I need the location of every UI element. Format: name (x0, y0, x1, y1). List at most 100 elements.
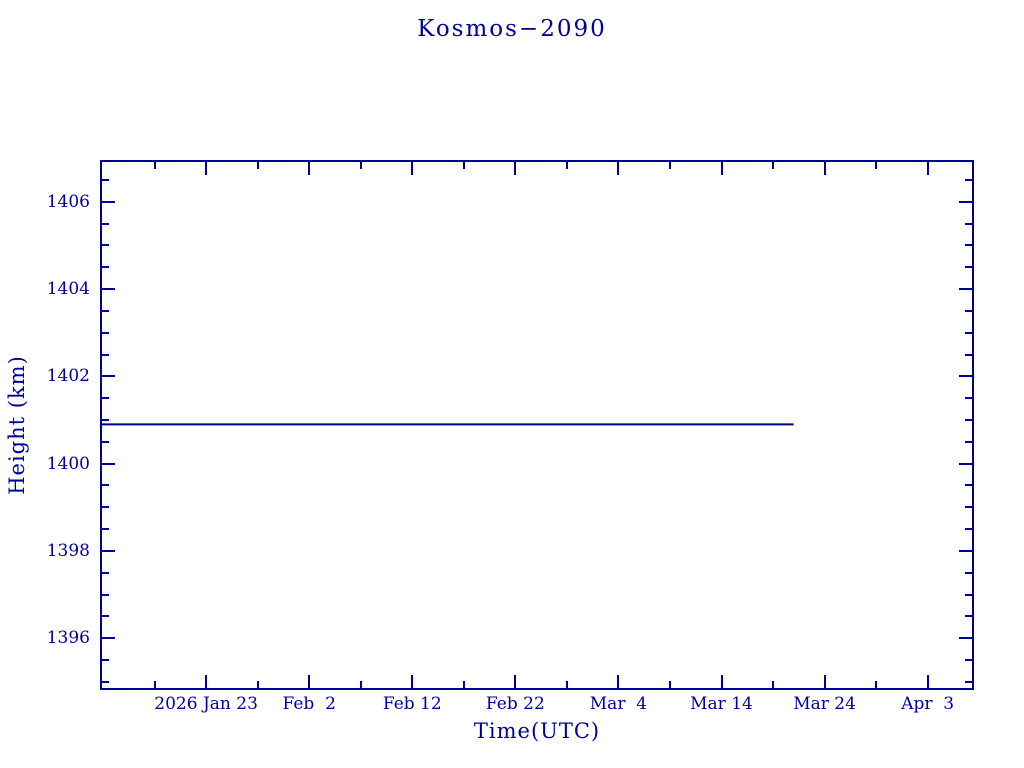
x-tick-label: Feb 12 (382, 694, 442, 714)
x-tick-label: Mar 14 (690, 694, 753, 714)
y-tick-label: 1406 (46, 191, 90, 212)
y-minor-tick (965, 615, 972, 617)
x-minor-tick (463, 681, 465, 688)
y-minor-tick (102, 594, 109, 596)
x-minor-tick (566, 162, 568, 169)
series-layer (102, 423, 794, 426)
y-major-tick (102, 375, 115, 377)
x-tick-label: Apr 3 (901, 694, 955, 714)
y-minor-tick (965, 397, 972, 399)
y-minor-tick (965, 572, 972, 574)
x-major-tick (514, 675, 516, 688)
plot-area (100, 160, 974, 690)
x-minor-tick (154, 162, 156, 169)
y-tick-label: 1398 (46, 540, 90, 561)
y-minor-tick (965, 594, 972, 596)
y-minor-tick (965, 441, 972, 443)
y-minor-tick (965, 310, 972, 312)
x-tick-label: Mar 4 (589, 694, 648, 714)
y-major-tick (102, 637, 115, 639)
y-minor-tick (102, 615, 109, 617)
y-minor-tick (102, 441, 109, 443)
y-major-tick (959, 637, 972, 639)
x-tick-label: Feb 22 (485, 694, 545, 714)
y-minor-tick (102, 419, 109, 421)
y-minor-tick (102, 354, 109, 356)
x-major-tick (721, 162, 723, 175)
y-major-tick (102, 463, 115, 465)
x-major-tick (824, 162, 826, 175)
x-minor-tick (772, 162, 774, 169)
x-minor-tick (669, 681, 671, 688)
y-major-tick (959, 375, 972, 377)
y-tick-label: 1402 (46, 366, 90, 387)
x-major-tick (411, 162, 413, 175)
y-major-tick (959, 201, 972, 203)
y-minor-tick (965, 681, 972, 683)
y-minor-tick (102, 681, 109, 683)
y-tick-label: 1404 (46, 279, 90, 300)
y-tick-label: 1396 (46, 628, 90, 649)
y-minor-tick (965, 419, 972, 421)
x-major-tick (927, 675, 929, 688)
chart-title: Kosmos−2090 (417, 16, 607, 42)
x-major-tick (411, 675, 413, 688)
x-major-tick (308, 162, 310, 175)
y-minor-tick (102, 528, 109, 530)
x-axis-tick-labels: 2026 Jan 23 Feb 2 Feb 12 Feb 22 Mar 4 Mar 14 M… (0, 694, 1024, 716)
x-minor-tick (154, 681, 156, 688)
y-minor-tick (102, 310, 109, 312)
y-minor-tick (965, 332, 972, 334)
x-major-tick (927, 162, 929, 175)
plot-inner (102, 162, 972, 688)
y-minor-tick (102, 179, 109, 181)
x-minor-tick (360, 162, 362, 169)
x-tick-label: 2026 Jan 23 (154, 694, 258, 714)
y-major-tick (959, 550, 972, 552)
y-minor-tick (965, 354, 972, 356)
x-major-tick (824, 675, 826, 688)
y-minor-tick (102, 506, 109, 508)
x-minor-tick (875, 162, 877, 169)
y-major-tick (959, 288, 972, 290)
y-minor-tick (102, 659, 109, 661)
y-minor-tick (102, 223, 109, 225)
y-minor-tick (965, 506, 972, 508)
x-minor-tick (875, 681, 877, 688)
y-minor-tick (102, 484, 109, 486)
y-minor-tick (102, 397, 109, 399)
x-minor-tick (257, 162, 259, 169)
y-minor-tick (965, 484, 972, 486)
x-major-tick (308, 675, 310, 688)
y-major-tick (102, 550, 115, 552)
x-minor-tick (772, 681, 774, 688)
y-minor-tick (965, 223, 972, 225)
y-minor-tick (102, 266, 109, 268)
y-minor-tick (102, 572, 109, 574)
y-tick-label: 1400 (46, 453, 90, 474)
y-minor-tick (102, 244, 109, 246)
y-minor-tick (965, 659, 972, 661)
x-minor-tick (257, 681, 259, 688)
y-major-tick (102, 288, 115, 290)
y-minor-tick (102, 332, 109, 334)
x-minor-tick (360, 681, 362, 688)
x-major-tick (514, 162, 516, 175)
x-minor-tick (566, 681, 568, 688)
x-major-tick (617, 675, 619, 688)
y-minor-tick (965, 528, 972, 530)
x-major-tick (721, 675, 723, 688)
x-major-tick (205, 162, 207, 175)
x-tick-label: Feb 2 (282, 694, 336, 714)
y-minor-tick (965, 244, 972, 246)
y-axis-title: Height (km) (5, 355, 29, 495)
x-axis-title: Time(UTC) (473, 719, 601, 743)
x-minor-tick (669, 162, 671, 169)
x-major-tick (617, 162, 619, 175)
x-minor-tick (463, 162, 465, 169)
y-major-tick (959, 463, 972, 465)
y-minor-tick (965, 179, 972, 181)
y-minor-tick (965, 266, 972, 268)
y-major-tick (102, 201, 115, 203)
